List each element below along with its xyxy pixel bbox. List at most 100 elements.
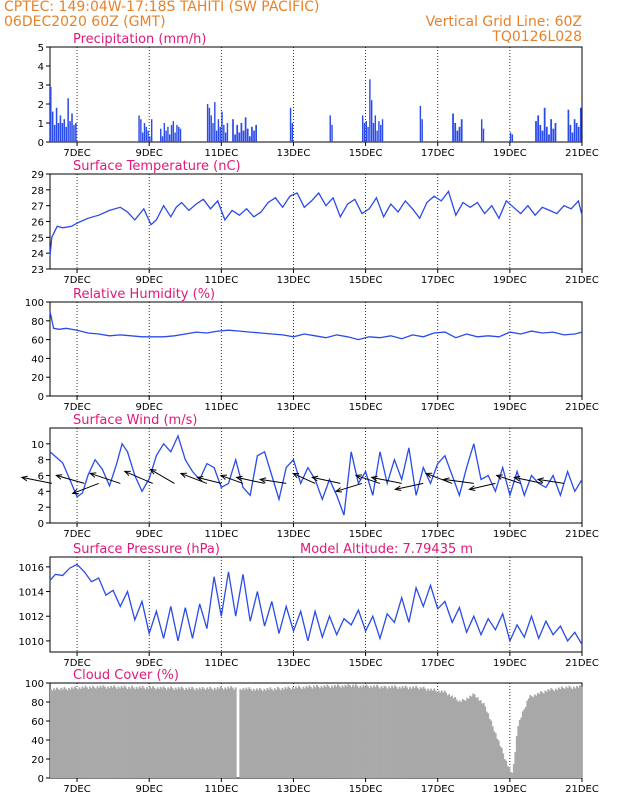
- precip-bar: [176, 124, 178, 142]
- cloud-bar: [317, 686, 320, 778]
- cloud-bar: [69, 689, 72, 778]
- cloud-bar: [294, 686, 297, 778]
- cloud-bar: [80, 688, 82, 778]
- cloud-bar: [457, 701, 460, 778]
- cloud-bar: [517, 726, 520, 778]
- wind-vector: [514, 476, 543, 484]
- precip-bar: [573, 119, 576, 142]
- wind-vector-head: [311, 475, 319, 482]
- cloud-bar: [386, 688, 389, 778]
- cloud-bar: [296, 688, 299, 778]
- wind-vector: [197, 476, 222, 484]
- cloud-bar: [273, 688, 276, 778]
- precip-bar: [145, 126, 147, 142]
- panel-cloud: [46, 682, 583, 782]
- wind-vector: [220, 474, 244, 484]
- y-tick-label: 1: [38, 119, 44, 130]
- cloud-bar: [87, 688, 90, 778]
- wind-vector-head: [235, 475, 243, 482]
- precip-bar: [210, 115, 212, 142]
- cloud-bar: [50, 689, 52, 778]
- cloud-bar: [149, 686, 151, 778]
- cloud-bar: [146, 687, 148, 778]
- cloud-bar: [269, 687, 272, 778]
- wind-vector-head: [55, 474, 63, 480]
- wind-vector: [260, 478, 287, 484]
- cloud-bar: [395, 687, 398, 778]
- cloud-bar: [173, 689, 176, 778]
- precip-bar: [55, 107, 58, 142]
- cloud-bar: [194, 690, 197, 778]
- cloud-bar: [120, 686, 123, 778]
- cloud-bar: [419, 687, 422, 778]
- header-code: TQ0126L028: [492, 29, 582, 45]
- cloud-bar: [331, 685, 333, 778]
- precip-bar: [567, 109, 570, 142]
- cloud-bar: [476, 697, 479, 778]
- cloud-bar: [81, 686, 84, 778]
- precip-bar: [63, 119, 66, 142]
- y-tick-label: 0: [38, 138, 44, 149]
- cloud-bar: [144, 689, 147, 778]
- x-tick-label: 15DEC: [349, 658, 383, 669]
- cloud-bar: [165, 689, 168, 778]
- cloud-bar: [251, 690, 254, 778]
- y-tick-label: 3: [38, 81, 44, 92]
- cloud-bar: [332, 687, 335, 778]
- cloud-bar: [201, 686, 204, 778]
- cloud-bar: [380, 686, 383, 778]
- cloud-bar: [116, 688, 118, 778]
- cloud-bar: [572, 686, 575, 778]
- wind-vector-head: [219, 474, 228, 480]
- panel-title: Surface Wind (m/s): [73, 413, 197, 428]
- cloud-bar: [114, 687, 117, 778]
- cloud-bar: [53, 688, 55, 778]
- cloud-bar: [225, 689, 228, 778]
- cloud-bar: [267, 689, 270, 778]
- y-tick-label: 20: [31, 373, 44, 384]
- cloud-bar: [574, 688, 577, 778]
- x-tick-label: 13DEC: [277, 658, 311, 669]
- cloud-bar: [481, 703, 484, 778]
- cloud-bar: [71, 687, 73, 778]
- cloud-bar: [192, 688, 195, 778]
- cloud-bar: [385, 686, 387, 778]
- x-tick-label: 7DEC: [63, 275, 90, 286]
- cloud-bar: [122, 687, 124, 778]
- precip-bar: [234, 134, 236, 142]
- cloud-bar: [341, 685, 344, 778]
- cloud-bar: [541, 692, 544, 778]
- x-tick-label: 9DEC: [135, 402, 162, 413]
- cloud-bar: [182, 688, 185, 778]
- y-tick-label: 24: [31, 249, 44, 260]
- x-tick-label: 17DEC: [421, 658, 455, 669]
- plot-frame: [49, 556, 583, 653]
- cloud-bar: [323, 685, 326, 778]
- cloud-bar: [102, 685, 105, 778]
- cloud-bar: [580, 686, 583, 778]
- x-tick-label: 11DEC: [204, 658, 238, 669]
- cloud-bar: [255, 688, 258, 778]
- cloud-bar: [210, 688, 213, 778]
- precip-bar: [419, 105, 422, 142]
- cloud-bar: [520, 717, 523, 778]
- precip-bar: [548, 134, 550, 142]
- cloud-bar: [536, 692, 539, 778]
- cloud-bar: [222, 689, 225, 778]
- cloud-bar: [335, 686, 338, 778]
- cloud-bar: [104, 686, 106, 778]
- precip-bar: [61, 123, 64, 142]
- wind-vector-head: [258, 477, 267, 484]
- precip-bar: [238, 132, 241, 142]
- precip-bar: [67, 98, 69, 142]
- cloud-bar: [129, 688, 132, 778]
- cloud-bar: [506, 766, 509, 778]
- cloud-bar: [221, 688, 224, 778]
- cloud-bar: [379, 688, 381, 778]
- y-tick-label: 0: [38, 392, 44, 403]
- y-tick-label: 1014: [19, 588, 44, 599]
- cloud-bar: [239, 688, 242, 778]
- cloud-bar: [425, 690, 428, 778]
- cloud-bar: [509, 771, 512, 778]
